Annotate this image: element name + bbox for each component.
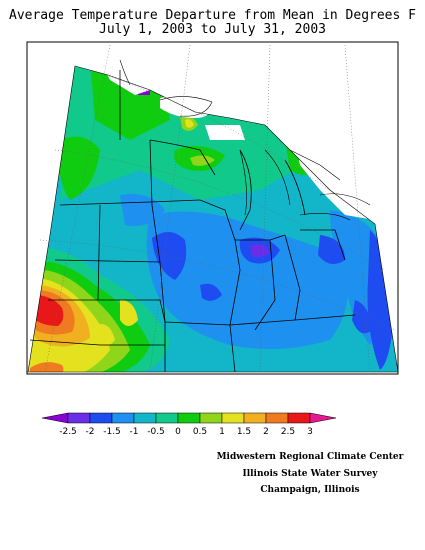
canada-white-region [290,115,375,220]
yellow-spot-superior [185,119,194,128]
map-title-line1: Average Temperature Departure from Mean … [9,8,416,23]
light-blue-region-central [146,211,348,349]
credit-line1: Midwestern Regional Climate Center [216,452,404,462]
green-region-west [58,136,100,200]
legend-tick-label: 3 [307,427,313,437]
legend-tick-label: -2 [86,427,95,437]
graticule [39,44,396,373]
legend-tick-label: 0.5 [193,427,207,437]
color-legend: -2.5 -2 -1.5 -1 -0.5 0 0.5 1 1.5 2 2.5 3 [41,412,337,437]
legend-swatch [111,412,135,424]
yellow-green-spot-north [190,155,215,166]
legend-tick-label: -0.5 [147,427,165,437]
legend-swatch [265,412,289,424]
legend-arrow-high [309,412,337,424]
legend-tick-label: 2 [263,427,269,437]
legend-color-bar [41,412,337,424]
legend-swatch [221,412,245,424]
legend-swatch [155,412,179,424]
legend-swatch [67,412,91,424]
legend-swatch [133,412,157,424]
legend-tick-label: 2.5 [281,427,295,437]
legend-swatch [199,412,223,424]
yellow-spot-oklahoma [95,324,115,348]
yellow-spot-kansas [120,300,138,326]
orange-spot-south [30,362,64,372]
credit-line2: Illinois State Water Survey [242,469,378,479]
legend-swatch [89,412,113,424]
credit-line3: Champaign, Illinois [260,485,360,495]
blue-region-ohio [318,235,345,264]
legend-tick-labels: -2.5 -2 -1.5 -1 -0.5 0 0.5 1 1.5 2 2.5 3 [59,427,313,437]
legend-arrow-low [41,412,69,424]
coastlines [119,59,371,221]
legend-swatch [287,412,311,424]
blue-spot-missouri [200,283,222,301]
legend-tick-label: 1 [219,427,225,437]
legend-swatch [243,412,267,424]
purple-spot-illinois [250,244,270,258]
state-boundaries [29,70,356,373]
region-outline [27,65,399,373]
legend-tick-label: 0 [175,427,181,437]
legend-tick-label: -1.5 [103,427,121,437]
blue-region-iowa [152,231,187,280]
canada-white-region-north [100,60,160,95]
legend-tick-label: 1.5 [237,427,251,437]
legend-tick-label: -2.5 [59,427,77,437]
map-title-line2: July 1, 2003 to July 31, 2003 [99,22,326,37]
legend-swatch [177,412,201,424]
legend-tick-label: -1 [130,427,139,437]
blue-spot-southeast [352,300,372,334]
lake-white-patch [205,125,245,140]
